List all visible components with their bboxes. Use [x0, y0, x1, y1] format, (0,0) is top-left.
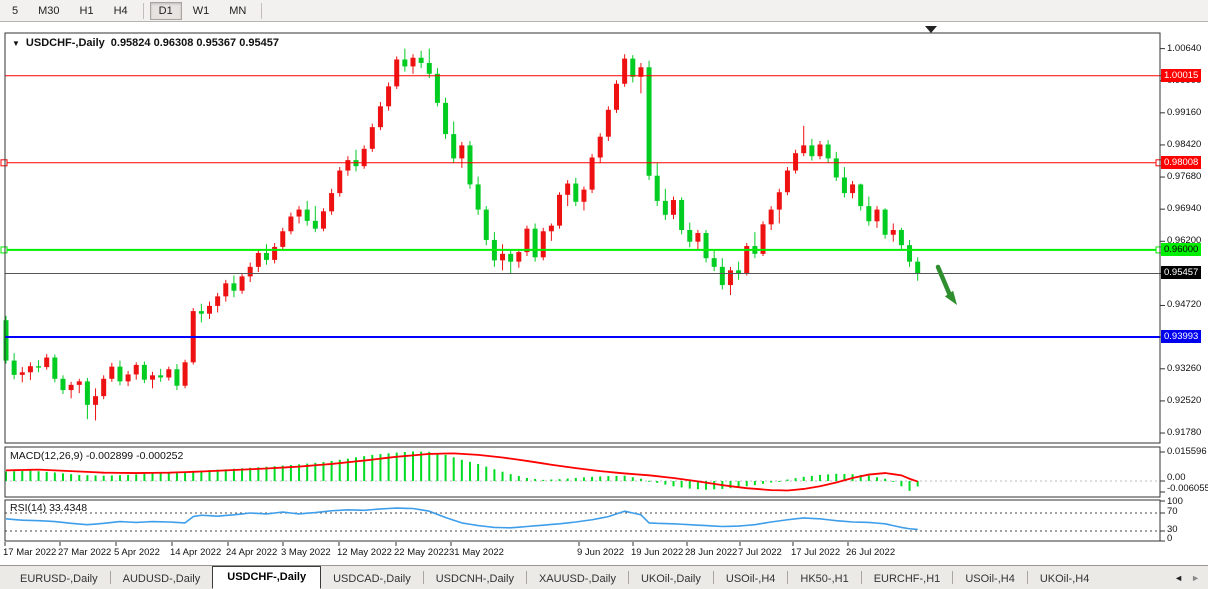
- timeframe-button-m30[interactable]: M30: [38, 4, 60, 17]
- price-tick-label: 0.91780: [1167, 427, 1202, 439]
- timeframe-toolbar: 5 M30 H1 H4 D1 W1 MN: [0, 0, 1208, 22]
- price-line-label: 0.98008: [1161, 155, 1202, 169]
- tab-separator: [712, 571, 714, 584]
- tab-separator: [952, 571, 954, 584]
- chart-title: ▼ USDCHF-,Daily 0.95824 0.96308 0.95367 …: [12, 37, 279, 49]
- chart-tab-usoil-h4[interactable]: USOil-,H4: [725, 573, 776, 585]
- date-tick-label: 22 May 2022: [394, 547, 449, 558]
- rsi-label: RSI(14) 33.4348: [10, 502, 88, 514]
- price-tick-label: 0.99160: [1167, 106, 1202, 118]
- chart-tab-usdcad-daily[interactable]: USDCAD-,Daily: [333, 573, 411, 585]
- tab-separator: [422, 571, 424, 584]
- tab-separator: [1026, 571, 1028, 584]
- tab-separator: [109, 571, 111, 584]
- timeframe-button-mn[interactable]: MN: [229, 4, 247, 17]
- chart-tab-audusd-daily[interactable]: AUDUSD-,Daily: [122, 573, 201, 585]
- tab-separator: [627, 571, 629, 584]
- chart-symbol-label: USDCHF-,Daily: [25, 37, 105, 49]
- chart-tab-bar: EURUSD-,Daily AUDUSD-,Daily USDCHF-,Daily U…: [0, 565, 1208, 589]
- macd-axis-label: -0.006055: [1167, 483, 1208, 494]
- macd-axis-label: 0.015596: [1167, 446, 1207, 457]
- chart-tab-usoil-h4[interactable]: USOil-,H4: [965, 573, 1015, 585]
- date-tick-label: 19 Jun 2022: [631, 547, 684, 558]
- date-tick-label: 24 Apr 2022: [226, 547, 278, 558]
- tab-scroll-next-icon[interactable]: ►: [1191, 572, 1200, 583]
- date-tick-label: 27 Mar 2022: [58, 547, 112, 558]
- price-line-label: 0.95457: [1161, 266, 1202, 280]
- timeframe-button-h1[interactable]: H1: [79, 4, 94, 17]
- rsi-axis-label: 0: [1167, 533, 1173, 544]
- date-tick-label: 3 May 2022: [281, 547, 331, 558]
- price-line-label: 0.93993: [1161, 330, 1202, 343]
- chart-tab-ukoil-daily[interactable]: UKOil-,Daily: [640, 573, 701, 585]
- date-tick-label: 17 Mar 2022: [3, 547, 57, 558]
- price-tick-label: 0.92520: [1167, 394, 1202, 406]
- timeframe-button-w1[interactable]: W1: [192, 4, 210, 17]
- price-tick-label: 0.98420: [1167, 138, 1202, 150]
- tab-separator: [860, 571, 862, 584]
- price-tick-label: 0.97680: [1167, 171, 1202, 183]
- rsi-axis-label: 100: [1167, 496, 1183, 507]
- chart-tab-usdcnh-daily[interactable]: USDCNH-,Daily: [435, 573, 514, 585]
- price-tick-label: 0.96200: [1167, 235, 1202, 247]
- chart-ohlc-values: 0.95824 0.96308 0.95367 0.95457: [110, 37, 279, 49]
- date-tick-label: 31 May 2022: [449, 547, 504, 558]
- date-tick-label: 28 Jun 2022: [685, 547, 738, 558]
- toolbar-separator: [261, 2, 263, 19]
- rsi-axis-label: 30: [1167, 524, 1178, 535]
- date-tick-label: 14 Apr 2022: [170, 547, 222, 558]
- macd-label: MACD(12,26,9) -0.002899 -0.000252: [10, 450, 184, 462]
- timeframe-button-d1[interactable]: D1: [149, 1, 182, 20]
- chart-tab-usdchf-daily[interactable]: USDCHF-,Daily: [212, 566, 322, 589]
- tab-separator: [525, 571, 527, 584]
- tab-scroll-prev-icon[interactable]: ◄: [1174, 572, 1184, 583]
- price-tick-label: 0.93260: [1167, 362, 1202, 374]
- chart-tab-eurchf-h1[interactable]: EURCHF-,H1: [873, 573, 941, 585]
- chart-tab-xauusd-daily[interactable]: XAUUSD-,Daily: [538, 573, 616, 585]
- price-line-label: 0.96000: [1161, 242, 1202, 256]
- rsi-axis-label: 70: [1167, 506, 1178, 517]
- date-tick-label: 5 Apr 2022: [114, 547, 160, 558]
- date-tick-label: 26 Jul 2022: [846, 547, 896, 558]
- timeframe-button-5[interactable]: 5: [12, 4, 19, 17]
- tab-separator: [787, 571, 789, 584]
- price-line-label: 1.00015: [1161, 68, 1202, 82]
- toolbar-separator: [142, 2, 144, 19]
- price-tick-label: 0.96940: [1167, 203, 1202, 215]
- price-tick-label: 0.94720: [1167, 299, 1202, 311]
- chart-tab-ukoil-h4[interactable]: UKOil-,H4: [1039, 573, 1090, 585]
- chart-dropdown-icon[interactable]: ▼: [12, 38, 20, 48]
- price-tick-label: 1.00640: [1167, 42, 1202, 54]
- date-tick-label: 7 Jul 2022: [738, 547, 782, 558]
- chart-tab-hk50-h1[interactable]: HK50-,H1: [800, 573, 849, 585]
- date-tick-label: 9 Jun 2022: [577, 547, 625, 558]
- chart-tab-eurusd-daily[interactable]: EURUSD-,Daily: [20, 573, 98, 585]
- date-tick-label: 12 May 2022: [337, 547, 392, 558]
- timeframe-button-h4[interactable]: H4: [113, 4, 128, 17]
- macd-axis-label: 0.00: [1167, 472, 1186, 483]
- date-tick-label: 17 Jul 2022: [791, 547, 841, 558]
